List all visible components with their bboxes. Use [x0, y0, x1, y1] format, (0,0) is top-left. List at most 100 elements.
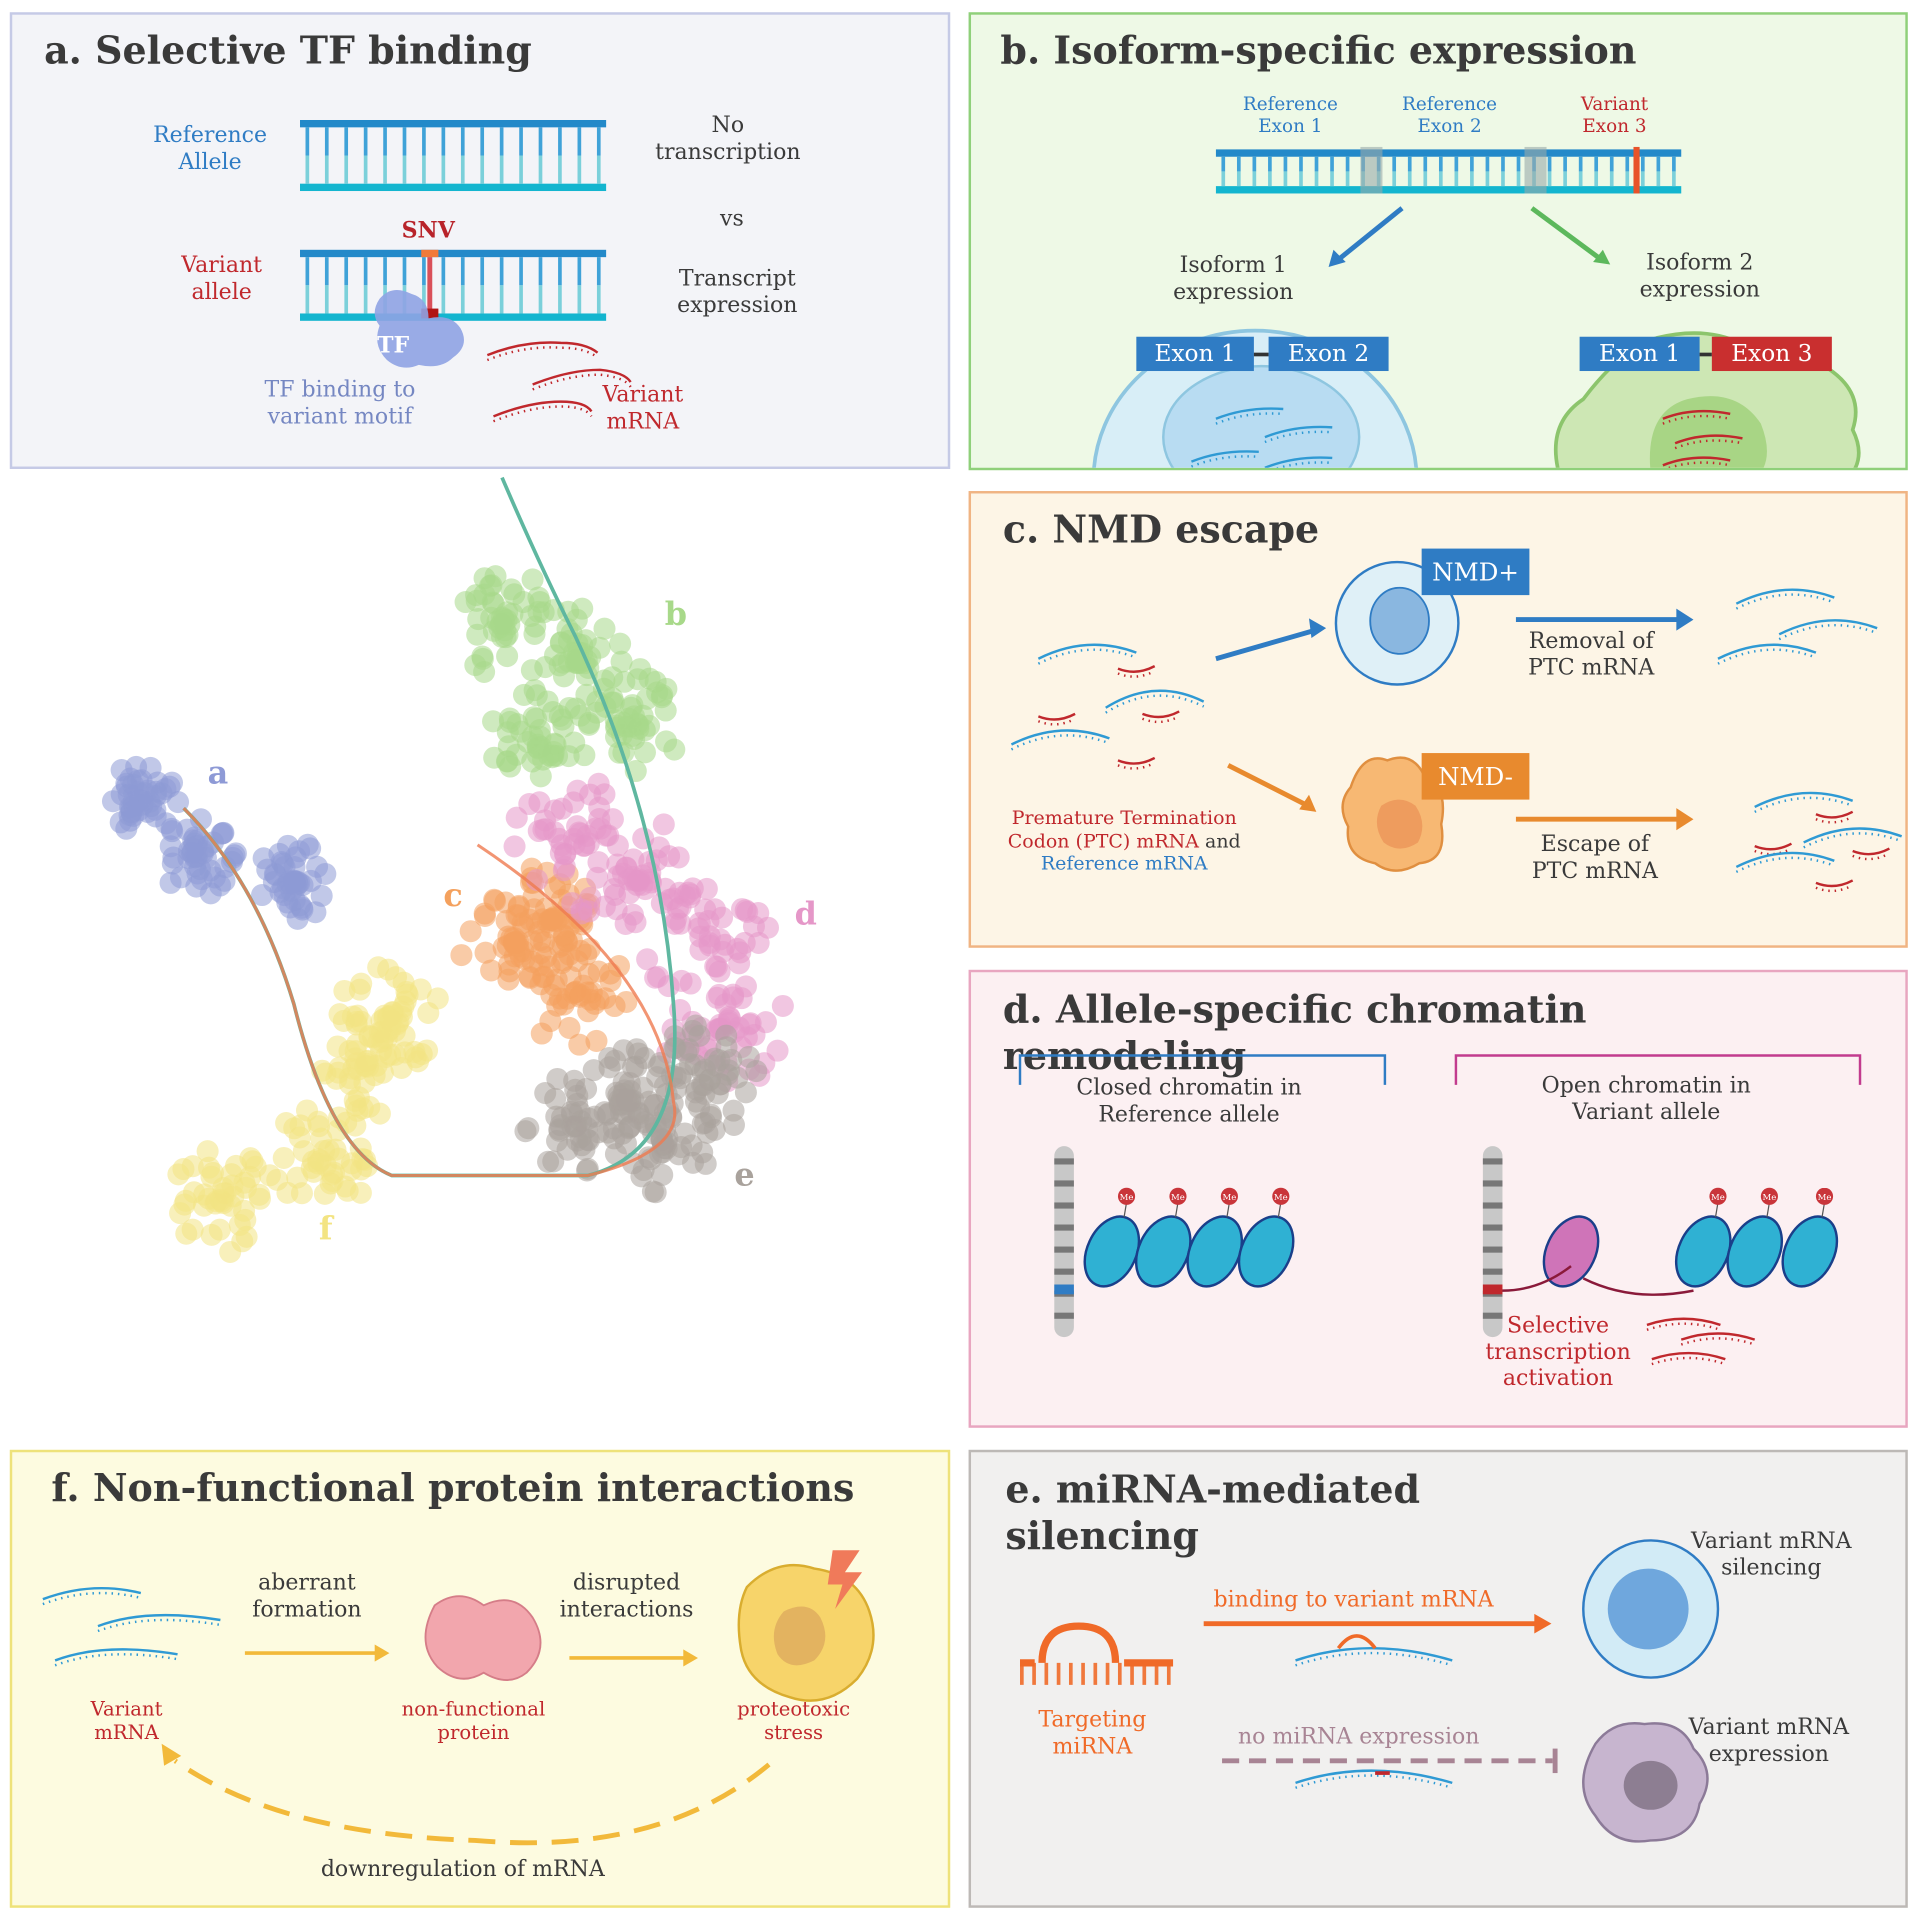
t: Reference	[1402, 93, 1498, 116]
cell-point-d	[505, 806, 528, 829]
t: Variant	[90, 1697, 163, 1721]
nmd-plus-badge: NMD+	[1421, 548, 1530, 596]
dna-rung	[1578, 171, 1583, 187]
cell-point-b	[650, 686, 673, 709]
mrna-bases	[1651, 1356, 1726, 1366]
dna-rung	[1516, 156, 1521, 172]
dna-rung	[402, 155, 407, 184]
cell-point-d	[771, 994, 794, 1017]
snv-marker	[421, 249, 439, 258]
tf-binding-label: TF binding to variant motif	[264, 377, 415, 430]
panel-a-title: a. Selective TF binding	[44, 29, 532, 74]
cell-point-d	[603, 883, 627, 906]
cell-point-c	[577, 1000, 600, 1023]
mirna-icon	[1020, 1622, 1174, 1667]
dna-rung	[1314, 156, 1319, 172]
cell-point-b	[520, 659, 543, 682]
exon1-box: Exon 1	[1579, 336, 1700, 372]
panel-d-drawing: Me Me Me Me Me Me Me	[1018, 1054, 1862, 1366]
mrna-icon	[1010, 729, 1110, 746]
dna-rung	[577, 257, 582, 286]
panel-f-drawing	[42, 1550, 875, 1846]
dna-rung	[577, 285, 582, 314]
mrna-icon	[1717, 643, 1817, 660]
cell-point-e	[652, 1133, 675, 1156]
cell-point-d	[579, 783, 602, 806]
chromosome-band	[1482, 1180, 1503, 1187]
t: formation	[252, 1596, 362, 1622]
arrow	[1215, 628, 1315, 662]
mrna-icon	[1105, 689, 1205, 709]
mrna-icon	[1117, 756, 1156, 765]
dna-rung	[305, 155, 310, 184]
cell-point-b	[471, 647, 494, 670]
cell-point-b	[465, 589, 488, 612]
tail	[1226, 1202, 1231, 1218]
chromosome-band	[1482, 1312, 1503, 1319]
variant-dna-icon	[300, 249, 607, 321]
t: TF binding to	[264, 377, 416, 403]
cell-point-c	[575, 943, 598, 966]
methyl-label: Me	[1818, 1193, 1832, 1203]
t: Removal of	[1528, 628, 1654, 654]
variant-mrna-label: Variant mRNA	[91, 1697, 163, 1744]
cell-point-e	[722, 1099, 745, 1122]
mrna-icon	[1037, 643, 1137, 660]
cell-point-d	[647, 965, 670, 988]
t: mRNA	[606, 408, 680, 435]
ptc-label: Premature Termination Codon (PTC) mRNA an…	[1008, 807, 1241, 875]
cell-point-e	[618, 1116, 641, 1139]
panel-f-title: f. Non-functional protein interactions	[51, 1466, 855, 1512]
dna-strand	[1215, 149, 1682, 157]
cell-point-f	[357, 1055, 380, 1078]
dna-rung	[402, 127, 407, 156]
arrow-isoform1	[1336, 206, 1404, 262]
nucleosome-icon	[1781, 1215, 1839, 1288]
cell-point-f	[349, 1181, 372, 1204]
dna-rung	[422, 155, 426, 184]
dna-rung	[422, 257, 426, 286]
mrna-bases	[1037, 648, 1137, 665]
t: Open chromatin in	[1541, 1072, 1751, 1099]
mrna-icon	[493, 400, 593, 418]
mrna-icon	[1117, 665, 1156, 673]
dna-rung	[1672, 156, 1676, 172]
dna-rung	[441, 127, 446, 156]
t: stress	[764, 1720, 824, 1744]
mrna-bases	[1754, 796, 1854, 813]
dna-rung	[344, 285, 349, 314]
t: allele	[191, 278, 252, 305]
vs-label: vs	[720, 205, 744, 232]
cell-point-b	[526, 743, 549, 766]
cell-point-b	[479, 574, 502, 597]
mrna-icon	[486, 341, 599, 357]
cell-point-d	[550, 797, 573, 820]
dna-rung	[363, 285, 368, 314]
transcript-expression-label: Transcript expression	[677, 266, 797, 319]
cell-point-f	[275, 1111, 298, 1135]
cell-point-f	[367, 956, 390, 979]
panel-c: c. NMD escape NMD+ NMD- Removal of PTC mR…	[968, 491, 1908, 948]
cell-point-a	[256, 858, 279, 881]
cell-point-e	[684, 1081, 707, 1104]
cell-point-c	[568, 1033, 591, 1056]
nmd-minus-badge: NMD-	[1421, 753, 1530, 800]
cell-point-f	[292, 1140, 315, 1163]
t: Transcript	[678, 265, 796, 292]
t: Variant	[602, 382, 684, 408]
cell-point-c	[558, 1016, 581, 1039]
cluster-label-d: d	[795, 894, 817, 932]
cell-point-e	[602, 1117, 625, 1140]
arrow-isoform2	[1530, 206, 1600, 260]
cell-point-f	[219, 1240, 242, 1264]
aberrant-label: aberrant formation	[252, 1570, 361, 1623]
dna-rung	[480, 127, 485, 156]
dna-rung	[422, 127, 426, 156]
dna-rung	[344, 257, 349, 286]
dna-rung	[1547, 171, 1552, 187]
dna-rung	[1609, 171, 1614, 187]
arrow-head	[1328, 249, 1346, 267]
dna-rung	[1594, 171, 1599, 187]
methyl-label: Me	[1274, 1193, 1288, 1203]
cell-point-b	[500, 578, 523, 601]
